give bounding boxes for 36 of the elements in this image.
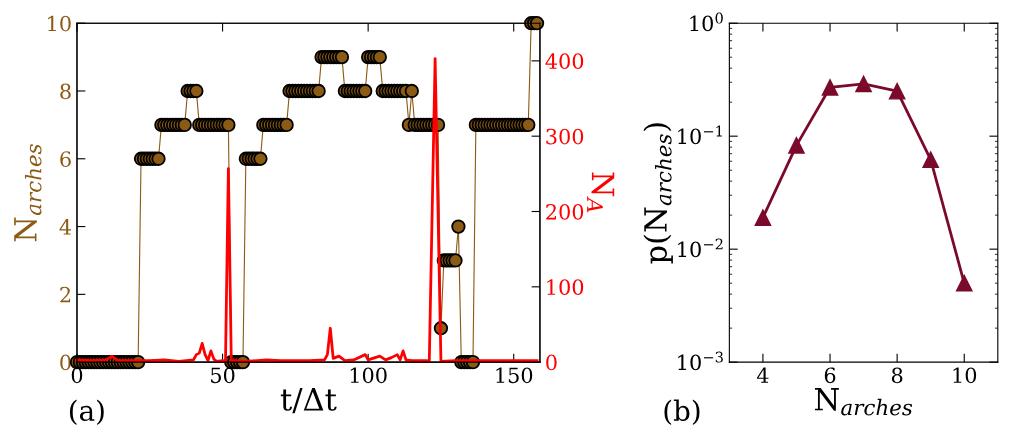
x-axis-title: t/Δt (280, 388, 337, 414)
y-tick-label: 4 (59, 219, 72, 235)
point (888, 82, 906, 100)
x-tick-label: 100 (350, 367, 387, 384)
point (788, 136, 805, 154)
y2-tick-label: 200 (546, 203, 584, 220)
text: (a) (69, 399, 104, 425)
y-tick-label: 6 (60, 151, 71, 167)
point (922, 151, 940, 168)
point (821, 79, 839, 96)
x-tick-label: 10 (953, 367, 977, 384)
y2-tick-label: 0 (546, 354, 557, 371)
y-tick-label: 10 (48, 15, 71, 32)
point (754, 209, 772, 227)
y2-tick-label: 300 (546, 128, 584, 145)
y-axis-title: p(N$_{arches}$) (643, 123, 673, 264)
x-tick-label: 4 (756, 367, 769, 383)
y-tick-label: 8 (60, 83, 71, 100)
y2-axis-title: N$_{A}$ (587, 172, 615, 213)
x-tick-label: 6 (824, 367, 836, 384)
point (855, 75, 872, 93)
x-tick-label: 8 (891, 367, 903, 384)
x-axis-title: N$_{arches}$ (814, 388, 913, 416)
y2-tick-label: 100 (547, 279, 584, 296)
x-tick-label: 50 (211, 367, 235, 384)
y-tick-label: 10$^{0}$ (690, 12, 723, 32)
point (955, 274, 973, 292)
x-tick-label: 150 (496, 367, 533, 384)
y-tick-label: 10$^{−3}$ (678, 351, 723, 371)
y-axis-title: N$_{arches}$ (14, 144, 42, 242)
y-tick-label: 2 (60, 286, 71, 303)
text: (b) (664, 399, 700, 425)
y-tick-label: 10$^{−1}$ (678, 125, 722, 145)
y-tick-label: 0 (60, 354, 71, 371)
y-tick-label: 10$^{−2}$ (678, 238, 723, 258)
y2-tick-label: 400 (545, 53, 584, 70)
